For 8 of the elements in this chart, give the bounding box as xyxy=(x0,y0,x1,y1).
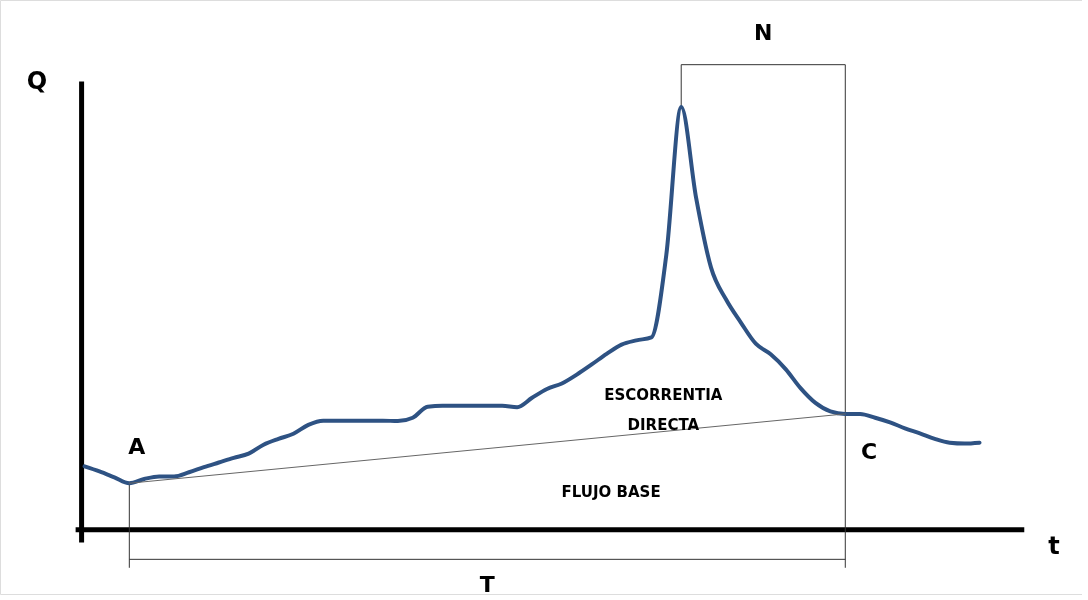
annotation: ESCORRENTIA DIRECTA xyxy=(604,385,723,434)
annotation: C xyxy=(861,438,878,464)
annotation: FLUJO BASE xyxy=(561,482,661,501)
y-axis-title: Q xyxy=(26,66,48,95)
annotation: A xyxy=(128,434,146,460)
x-axis-title: t xyxy=(1048,531,1060,560)
text: N xyxy=(754,19,773,45)
text: T xyxy=(479,571,495,597)
